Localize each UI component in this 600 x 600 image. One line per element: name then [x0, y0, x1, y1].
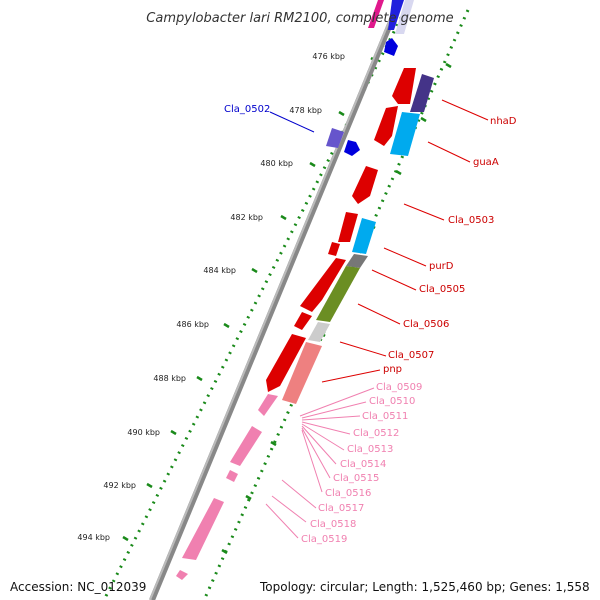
tick-label: 476 kbp — [312, 52, 345, 61]
tick-labels: 476 kbp 478 kbp 480 kbp 482 kbp 484 kbp 486 k… — [77, 52, 345, 542]
outer-tick-marks — [122, 56, 377, 542]
gene-label: Cla_0513 — [347, 444, 393, 455]
gene-label: Cla_0517 — [318, 503, 364, 514]
gene-label: guaA — [473, 157, 499, 168]
gene-label: Cla_0519 — [301, 534, 347, 545]
gene-label: Cla_0503 — [448, 215, 494, 226]
gene-label: purD — [429, 261, 454, 272]
gene-label: Cla_0507 — [388, 350, 434, 361]
tick-label: 492 kbp — [103, 481, 136, 490]
gene-label: nhaD — [490, 116, 517, 127]
gene-features — [176, 0, 434, 580]
tick-label: 494 kbp — [77, 533, 110, 542]
gene-labels: nhaD guaA Cla_0503 purD Cla_0505 Cla_0506 Cla_… — [224, 104, 517, 545]
gene-label-left: Cla_0502 — [224, 104, 270, 115]
tick-label: 482 kbp — [230, 213, 263, 222]
gene-label: Cla_0511 — [362, 411, 408, 422]
gene-label: Cla_0506 — [403, 319, 449, 330]
tick-label: 488 kbp — [153, 374, 186, 383]
gene-label: Cla_0516 — [325, 488, 371, 499]
gene-label: Cla_0509 — [376, 382, 422, 393]
gene-label: Cla_0514 — [340, 459, 386, 470]
label-leader-lines — [265, 99, 489, 539]
gene-label: Cla_0510 — [369, 396, 415, 407]
gene-label: Cla_0515 — [333, 473, 379, 484]
gene-label: Cla_0518 — [310, 519, 356, 530]
tick-label: 490 kbp — [127, 428, 160, 437]
inner-ruler-dots — [203, 9, 470, 599]
accession-text: Accession: NC_012039 — [10, 580, 147, 594]
map-title: Campylobacter lari RM2100, complete geno… — [146, 11, 453, 26]
tick-label: 484 kbp — [203, 266, 236, 275]
topology-text: Topology: circular; Length: 1,525,460 bp… — [260, 580, 590, 594]
genome-backbone — [149, 0, 403, 600]
tick-label: 478 kbp — [289, 106, 322, 115]
gene-label: pnp — [383, 364, 402, 375]
tick-label: 480 kbp — [260, 159, 293, 168]
tick-label: 486 kbp — [176, 320, 209, 329]
gene-label: Cla_0505 — [419, 284, 465, 295]
gene-label: Cla_0512 — [353, 428, 399, 439]
